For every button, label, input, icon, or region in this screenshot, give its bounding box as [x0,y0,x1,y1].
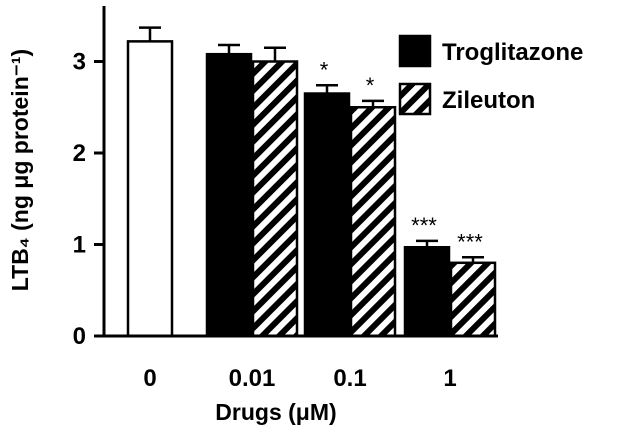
legend-swatch-zileuton [398,82,432,116]
y-tick-label: 0 [73,323,86,350]
x-tick-label: 0.01 [229,365,276,392]
bar-zileuton-1 [449,261,497,338]
bar-troglitazone-1-significance: *** [411,213,437,238]
y-tick-label: 1 [73,232,86,259]
y-tick-label: 2 [73,140,86,167]
bar-control [126,40,174,338]
bar-zileuton-1-significance: *** [457,229,483,254]
legend-swatch-troglitazone [398,34,432,68]
plot-area: ******** [126,26,497,338]
bar-troglitazone-0.1-significance: * [320,57,329,82]
bar-zileuton-0.1 [349,106,397,338]
bar-zileuton-0.01 [251,60,299,338]
x-tick-label: 0.1 [333,365,366,392]
axes: 0 1 2 3 0 0.01 0.1 1 [73,6,498,392]
x-tick-label: 0 [143,365,156,392]
bar-troglitazone-0.01 [205,52,253,338]
bar-troglitazone-1 [403,245,451,338]
x-axis-title: Drugs (μM) [215,399,336,425]
y-tick-label: 3 [73,49,86,76]
legend: Troglitazone Zileuton [398,34,583,116]
bar-troglitazone-0.1 [303,92,351,338]
x-tick-label: 1 [443,365,456,392]
legend-label-zileuton: Zileuton [442,87,535,114]
y-axis-title: LTB₄ (ng μg protein⁻¹) [7,49,33,291]
bar-zileuton-0.1-significance: * [366,73,375,98]
legend-label-troglitazone: Troglitazone [442,39,583,66]
